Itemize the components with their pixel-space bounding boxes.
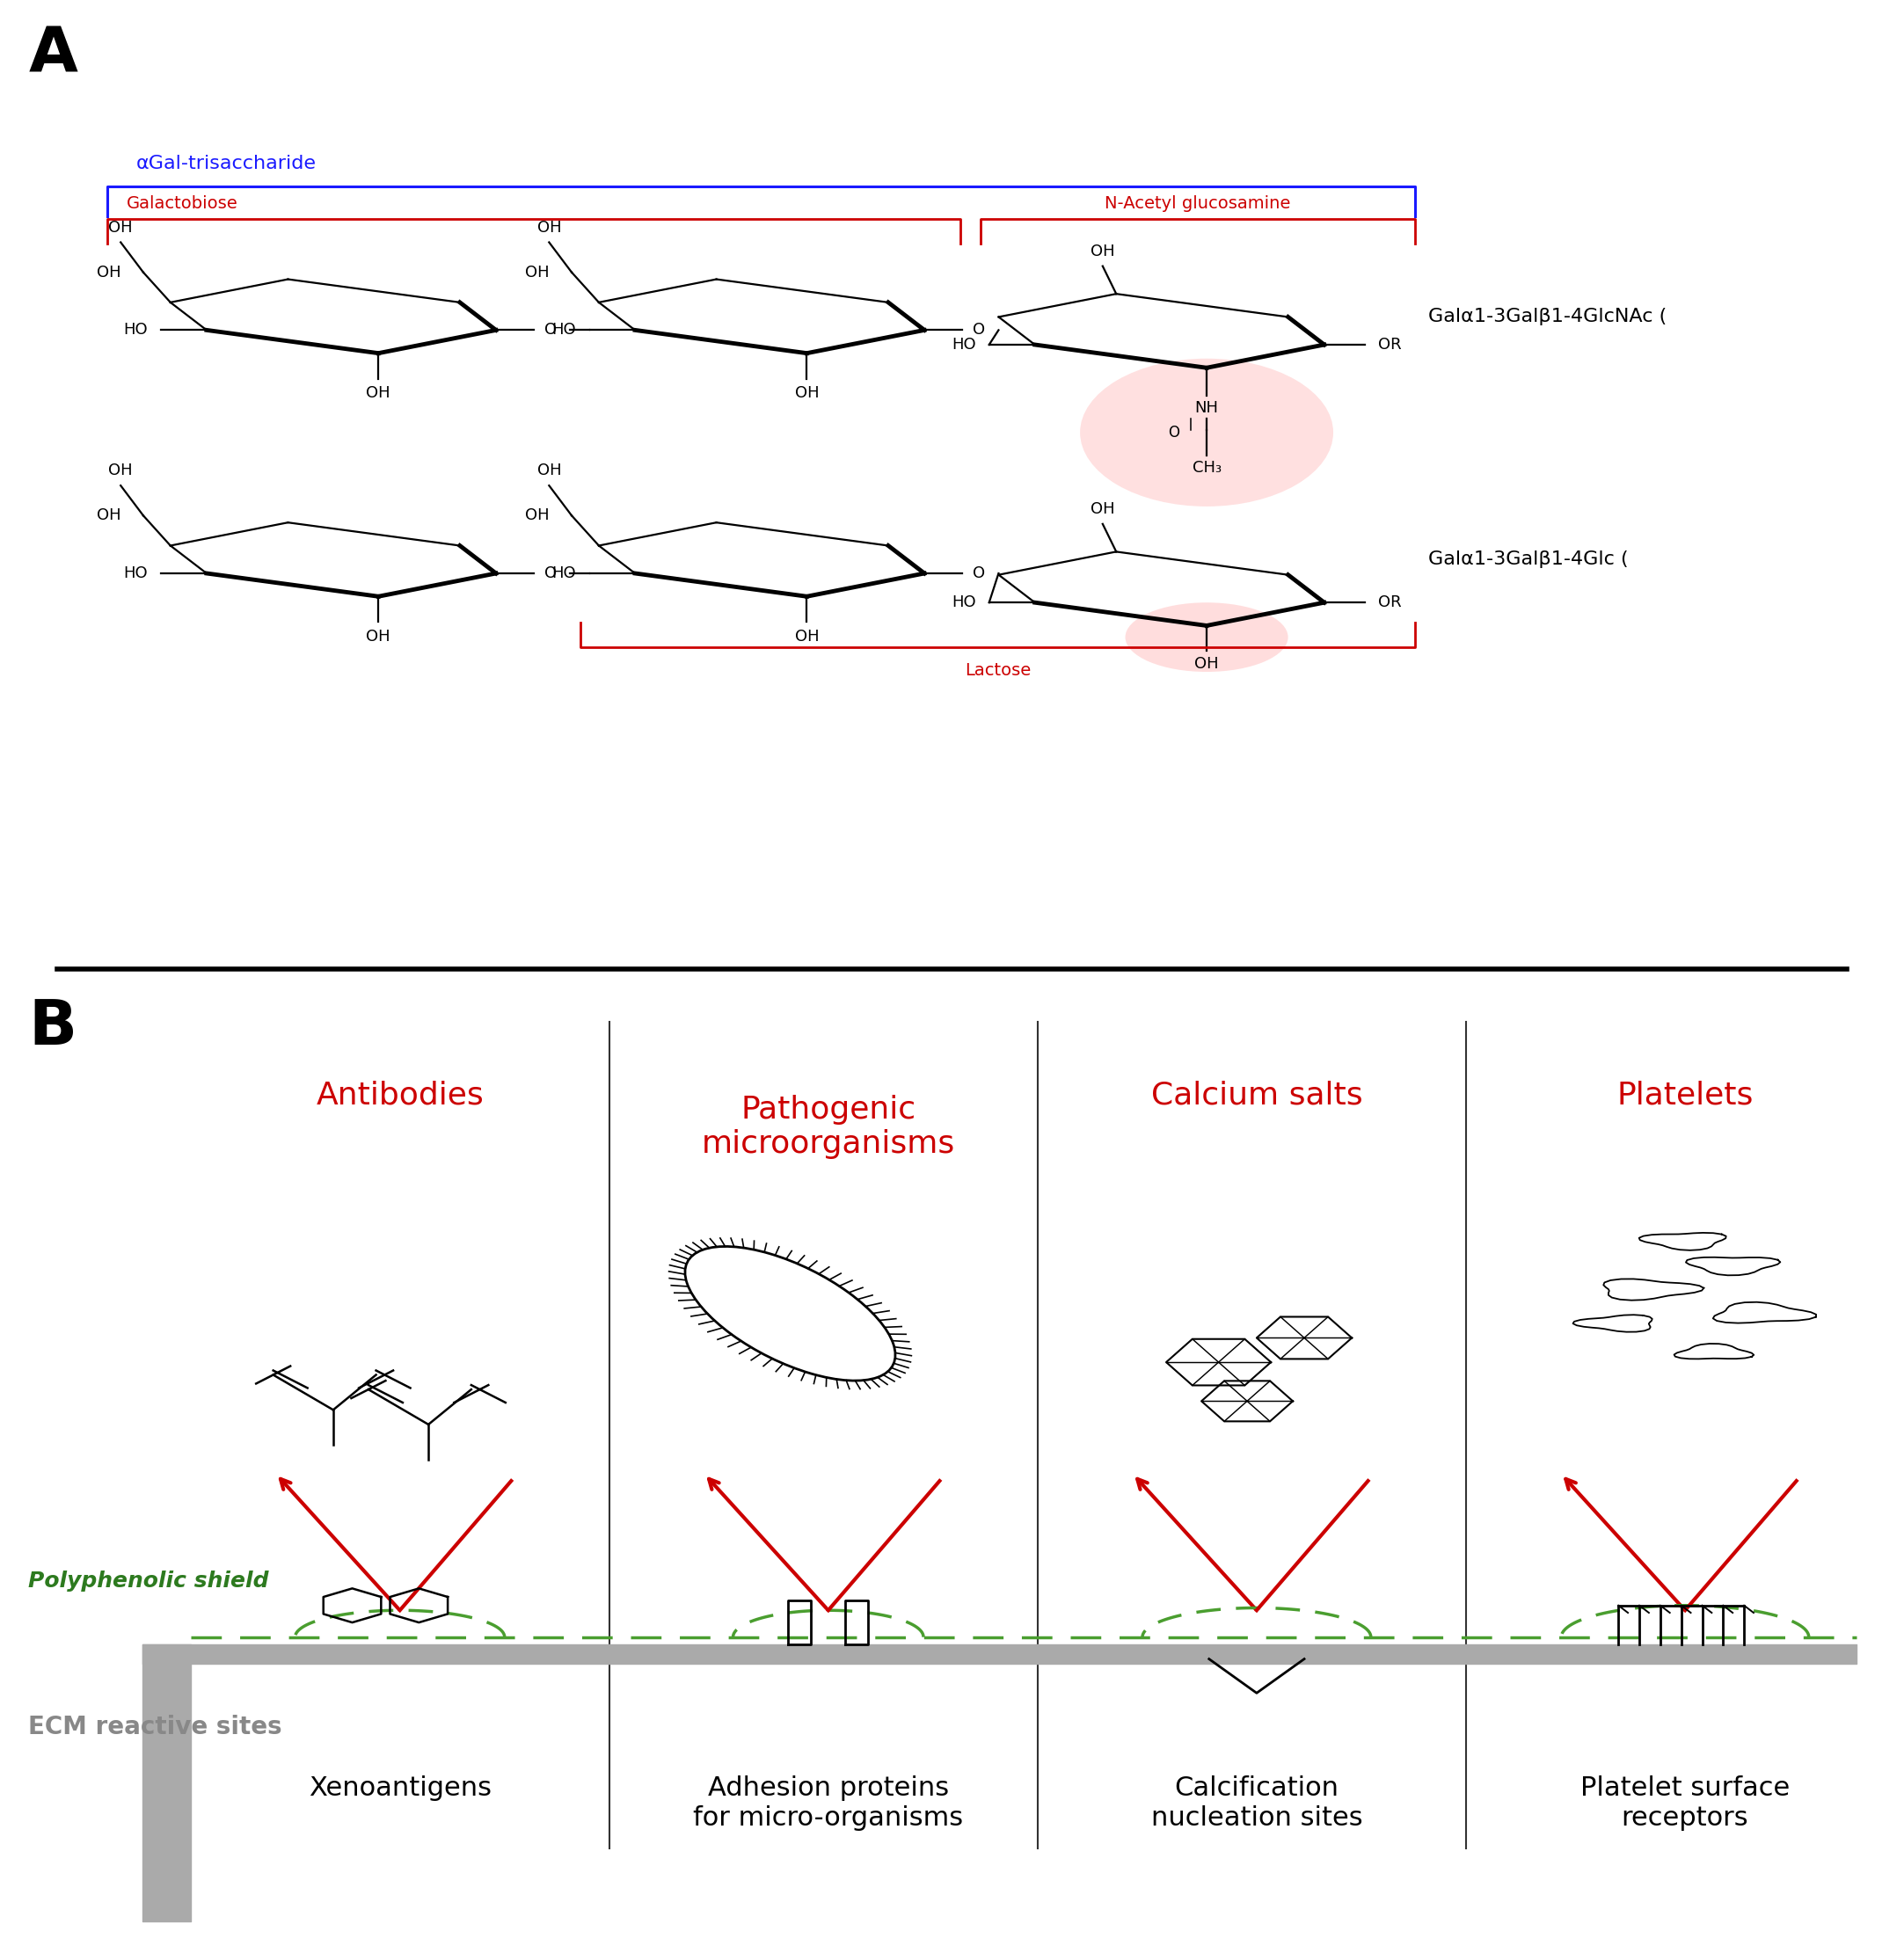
Text: Xenoantigens: Xenoantigens	[308, 1775, 491, 1802]
Text: OH: OH	[109, 463, 133, 479]
Text: OR: OR	[1378, 337, 1401, 352]
Text: Calcification
nucleation sites: Calcification nucleation sites	[1150, 1775, 1363, 1831]
Text: Lactose: Lactose	[965, 662, 1030, 679]
Text: OH: OH	[97, 265, 120, 280]
Text: OH: OH	[526, 508, 548, 523]
Text: OH: OH	[794, 385, 819, 401]
Ellipse shape	[1080, 358, 1333, 506]
Text: OH: OH	[794, 629, 819, 644]
Text: Galα1-3Galβ1-4GlcNAc (: Galα1-3Galβ1-4GlcNAc (	[1428, 307, 1666, 325]
Text: O: O	[973, 566, 984, 582]
Text: B: B	[29, 996, 76, 1059]
Text: Adhesion proteins
for micro-organisms: Adhesion proteins for micro-organisms	[693, 1775, 963, 1831]
Text: OH: OH	[1091, 502, 1116, 518]
Text: OH: OH	[109, 220, 133, 235]
Text: O: O	[545, 323, 556, 339]
Text: ECM reactive sites: ECM reactive sites	[29, 1714, 282, 1740]
Text: HO: HO	[952, 337, 977, 352]
Text: O: O	[1167, 424, 1179, 440]
Text: OR: OR	[1378, 595, 1401, 611]
Text: OH: OH	[526, 265, 548, 280]
Text: HO: HO	[124, 566, 149, 582]
Text: NH: NH	[1196, 401, 1219, 416]
Text: OH: OH	[366, 629, 390, 644]
Text: HO: HO	[552, 323, 577, 339]
Text: HO: HO	[952, 595, 977, 611]
Text: OH: OH	[1194, 656, 1219, 671]
Text: αGal-trisaccharide: αGal-trisaccharide	[135, 154, 316, 173]
Text: OH: OH	[97, 508, 120, 523]
Text: HO: HO	[552, 566, 577, 582]
Ellipse shape	[1125, 603, 1287, 671]
Text: Platelets: Platelets	[1616, 1080, 1754, 1109]
Text: Polyphenolic shield: Polyphenolic shield	[29, 1570, 268, 1592]
Text: O: O	[973, 323, 984, 339]
Text: Antibodies: Antibodies	[316, 1080, 484, 1109]
Text: N-Acetyl glucosamine: N-Acetyl glucosamine	[1104, 195, 1291, 212]
Text: Calcium salts: Calcium salts	[1150, 1080, 1363, 1109]
Text: Galactobiose: Galactobiose	[126, 195, 238, 212]
Text: CH₃: CH₃	[1192, 461, 1220, 477]
Text: HO: HO	[124, 323, 149, 339]
Text: Platelet surface
receptors: Platelet surface receptors	[1580, 1775, 1790, 1831]
Text: OH: OH	[366, 385, 390, 401]
Text: Galα1-3Galβ1-4Glc (: Galα1-3Galβ1-4Glc (	[1428, 551, 1628, 568]
Text: OH: OH	[1091, 243, 1116, 259]
Text: A: A	[29, 23, 78, 86]
Text: Pathogenic
microorganisms: Pathogenic microorganisms	[701, 1094, 956, 1160]
Text: OH: OH	[537, 220, 562, 235]
Text: OH: OH	[537, 463, 562, 479]
Text: O: O	[545, 566, 556, 582]
